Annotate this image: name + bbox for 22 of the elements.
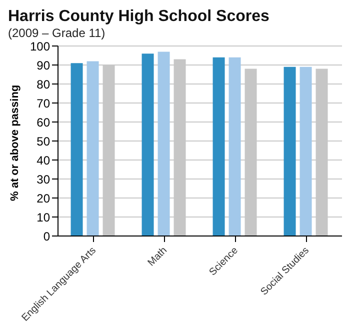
y-tick-label: 50 [36, 134, 50, 148]
y-axis-title: % at or above passing [8, 84, 21, 201]
y-tick-label: 100 [30, 39, 50, 54]
y-tick-label: 40 [36, 153, 50, 168]
y-tick-label: 30 [36, 172, 50, 186]
bar [212, 57, 225, 236]
y-tick-label: 70 [36, 96, 50, 110]
chart-subtitle: (2009 – Grade 11) [8, 26, 106, 40]
bar [284, 66, 296, 236]
bar [142, 54, 154, 236]
y-tick-label: 0 [43, 229, 50, 244]
bar [300, 66, 312, 236]
bar [158, 52, 170, 236]
y-tick-label: 20 [36, 191, 50, 206]
bar [70, 63, 83, 236]
y-tick-label: 90 [36, 58, 50, 72]
y-tick-label: 80 [36, 77, 50, 92]
y-tick-label: 10 [36, 210, 50, 224]
chart-title: Harris County High School Scores [8, 8, 270, 26]
y-tick-label: 60 [36, 115, 50, 130]
bar [228, 57, 241, 236]
bar [86, 61, 99, 236]
